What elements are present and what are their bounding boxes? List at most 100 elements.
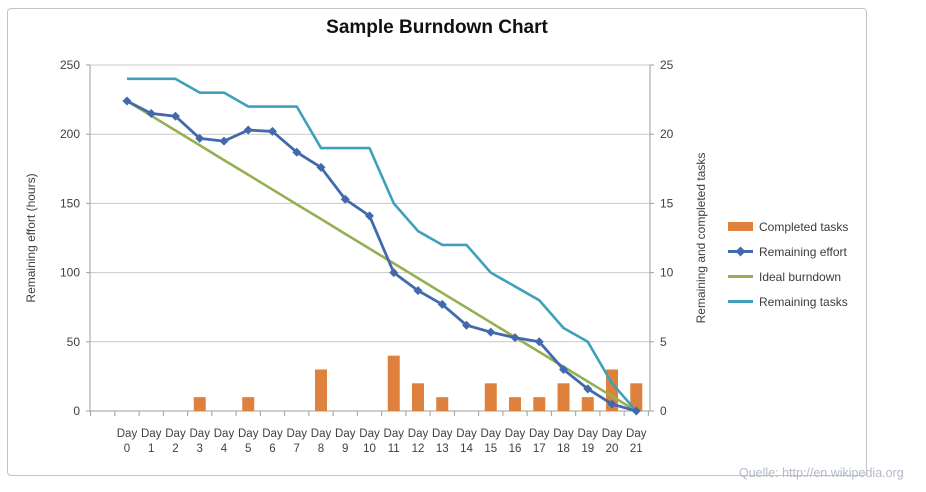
marker-diamond	[340, 194, 350, 204]
x-axis-label-word: Day	[190, 428, 211, 440]
x-axis-label-number: 6	[269, 443, 275, 455]
marker-diamond	[631, 406, 641, 416]
legend-item-remaining-tasks: Remaining tasks	[728, 289, 848, 314]
legend-swatch	[728, 222, 753, 231]
x-axis-label-number: 17	[533, 443, 546, 455]
x-axis-label-word: Day	[238, 428, 259, 440]
x-axis-label-word: Day	[117, 428, 138, 440]
x-axis-label-number: 13	[436, 443, 449, 455]
marker-diamond	[607, 399, 617, 409]
x-axis-label-word: Day	[481, 428, 502, 440]
legend-label: Remaining tasks	[759, 294, 848, 309]
legend-swatch	[728, 272, 753, 281]
legend-swatch	[728, 297, 753, 306]
x-axis-label-number: 19	[581, 443, 594, 455]
legend-label: Remaining effort	[759, 244, 847, 259]
bar-completed-tasks	[314, 369, 327, 411]
bar-completed-tasks	[581, 397, 594, 411]
marker-diamond	[146, 108, 156, 118]
x-axis-label-number: 9	[342, 443, 348, 455]
x-axis-label-number: 11	[388, 443, 400, 455]
x-axis-label-word: Day	[578, 428, 599, 440]
marker-diamond	[486, 327, 496, 337]
marker-diamond	[437, 299, 447, 309]
x-axis-label-number: 20	[606, 443, 619, 455]
left-axis-tick-label: 150	[60, 196, 80, 210]
x-axis-label-word: Day	[456, 428, 477, 440]
marker-diamond	[267, 126, 277, 136]
bar-completed-tasks	[533, 397, 546, 411]
x-axis-label-word: Day	[335, 428, 356, 440]
x-axis-label-word: Day	[384, 428, 405, 440]
x-axis-label-number: 4	[221, 443, 228, 455]
x-axis-label-word: Day	[432, 428, 453, 440]
chart-legend: Completed tasks Remaining effort Ideal bur…	[728, 214, 848, 314]
x-axis-label-word: Day	[359, 428, 380, 440]
marker-diamond	[462, 320, 472, 330]
right-axis-title: Remaining and completed tasks	[694, 152, 708, 324]
x-axis-label-number: 8	[318, 443, 324, 455]
source-watermark: Quelle: http://en.wikipedia.org	[739, 466, 904, 480]
bar-completed-tasks	[630, 383, 643, 411]
bar-completed-tasks	[509, 397, 522, 411]
right-axis-tick-label: 20	[660, 127, 674, 141]
legend-line-swatch	[728, 300, 753, 303]
x-axis-label-word: Day	[505, 428, 526, 440]
bar-completed-tasks	[412, 383, 425, 411]
left-axis-tick-label: 50	[67, 335, 81, 349]
marker-diamond	[534, 337, 544, 347]
x-axis-label-number: 15	[484, 443, 497, 455]
x-axis-label-number: 3	[197, 443, 203, 455]
line-remaining-effort	[126, 99, 637, 413]
x-axis-label-number: 2	[172, 443, 178, 455]
marker-diamond	[583, 384, 593, 394]
right-axis-tick-label: 10	[660, 266, 674, 280]
legend-bar-swatch	[728, 222, 753, 231]
x-axis-label-number: 1	[148, 443, 154, 455]
x-axis-label-word: Day	[529, 428, 550, 440]
legend-swatch	[728, 246, 753, 257]
right-axis-tick-label: 0	[660, 404, 667, 418]
legend-item-ideal-burndown: Ideal burndown	[728, 264, 848, 289]
left-axis-tick-label: 0	[73, 404, 80, 418]
x-axis-label-number: 14	[460, 443, 473, 455]
x-axis-label-word: Day	[165, 428, 186, 440]
x-axis-label-number: 5	[245, 443, 251, 455]
x-axis-label-word: Day	[553, 428, 574, 440]
left-axis-tick-label: 250	[60, 58, 80, 72]
marker-diamond	[365, 211, 374, 221]
right-axis-tick-label: 15	[660, 196, 674, 210]
x-axis-label-number: 18	[557, 443, 570, 455]
x-axis-label-number: 10	[363, 443, 376, 455]
marker-diamond	[559, 364, 569, 374]
left-axis-tick-label: 200	[60, 127, 80, 141]
bar-completed-tasks	[557, 383, 570, 411]
bar-completed-tasks	[436, 397, 449, 411]
x-axis-label-word: Day	[602, 428, 623, 440]
legend-item-remaining-effort: Remaining effort	[728, 239, 848, 264]
marker-diamond	[413, 286, 423, 296]
marker-diamond	[316, 162, 326, 172]
marker-diamond	[122, 96, 132, 106]
left-axis-tick-label: 100	[60, 266, 80, 280]
marker-diamond	[170, 111, 180, 121]
bar-completed-tasks	[387, 355, 400, 411]
x-axis-label-word: Day	[262, 428, 283, 440]
legend-label: Ideal burndown	[759, 269, 842, 284]
x-axis-label-number: 7	[294, 443, 300, 455]
x-axis-label-word: Day	[626, 428, 647, 440]
x-axis-label-number: 0	[124, 443, 130, 455]
x-axis-label-word: Day	[141, 428, 162, 440]
legend-diamond-marker	[735, 246, 746, 257]
left-axis-title: Remaining effort (hours)	[24, 173, 38, 303]
legend-label: Completed tasks	[759, 219, 849, 234]
x-axis-label-number: 21	[630, 443, 643, 455]
line-remaining-tasks	[126, 77, 638, 412]
x-axis-label-word: Day	[214, 428, 235, 440]
chart-title: Sample Burndown Chart	[326, 17, 548, 38]
x-axis-label-number: 12	[412, 443, 425, 455]
marker-diamond	[389, 268, 399, 278]
legend-line-swatch	[728, 275, 753, 278]
bar-completed-tasks	[242, 397, 255, 411]
